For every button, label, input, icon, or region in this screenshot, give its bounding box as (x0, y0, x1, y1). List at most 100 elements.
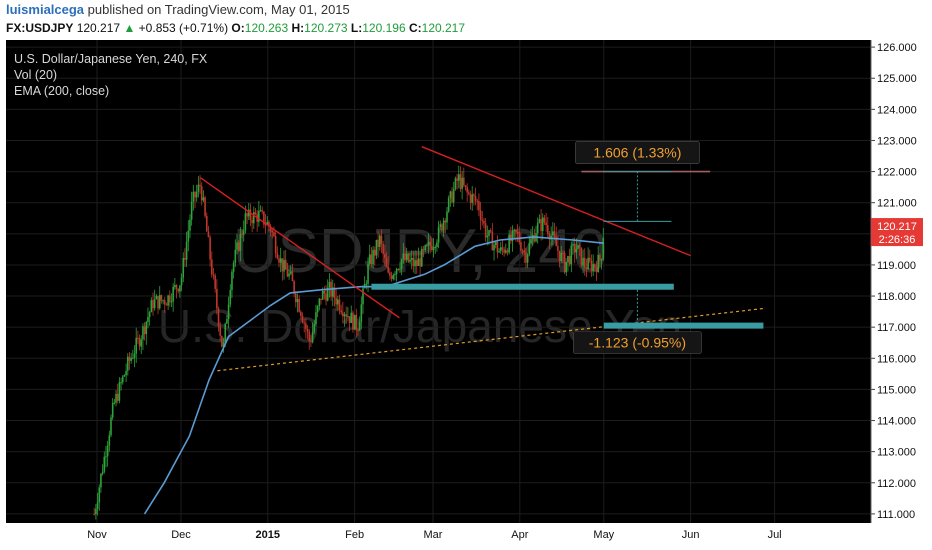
candle-body (305, 323, 307, 329)
candle-body (157, 295, 159, 309)
candle-body (489, 230, 492, 232)
candle-body (415, 260, 418, 266)
candle-body (589, 257, 591, 261)
candle-body (326, 287, 329, 301)
candle-body (547, 225, 549, 234)
candle-body (511, 230, 514, 242)
candle-body (271, 230, 274, 233)
candle-body (217, 308, 220, 327)
candle-body (355, 314, 358, 331)
author-username[interactable]: luismialcega (6, 2, 85, 17)
candle-body (221, 335, 223, 347)
candle-body (394, 274, 396, 276)
candle-body (320, 298, 322, 300)
candle-body (461, 177, 463, 189)
drawing-annotations: 1.606 (1.33%) -1.123 (-0.95%) (200, 141, 764, 372)
price-tag-countdown: 2:26:36 (879, 234, 916, 246)
candle-body (466, 186, 468, 193)
candle-body (170, 301, 173, 303)
candle-body (426, 245, 428, 247)
candle-body (375, 239, 378, 256)
candle-body (454, 178, 457, 189)
candle-body (558, 250, 561, 262)
candle-body (227, 304, 230, 320)
candle-body (263, 211, 265, 225)
candle-body (572, 243, 574, 246)
candle-body (296, 299, 299, 303)
candle-body (494, 242, 497, 245)
legend-volume: Vol (20) (14, 68, 57, 82)
candle-body (232, 262, 235, 272)
candle-body (552, 231, 554, 236)
candle-body (174, 285, 176, 287)
ema-200-line (143, 236, 604, 515)
candle-body (152, 300, 154, 309)
candle-body (402, 253, 405, 260)
candle-body (179, 285, 181, 292)
candle-body (158, 295, 161, 309)
symbol-label[interactable]: FX:USDJPY (6, 21, 74, 35)
candle-body (251, 219, 253, 224)
candle-body (163, 300, 166, 305)
candle-body (125, 370, 127, 376)
candle-body (365, 283, 368, 285)
candle-body (427, 241, 430, 246)
candle-body (101, 471, 104, 474)
candle-body (318, 298, 321, 307)
candle-body (493, 244, 495, 251)
candle-body (555, 237, 557, 247)
candle-body (567, 255, 569, 262)
candle-body (352, 312, 354, 330)
candle-body (103, 456, 106, 472)
candle-body (187, 230, 190, 242)
time-axis[interactable]: Nov Dec 2015 Feb Mar Apr May Jun Jul (87, 529, 781, 541)
candle-body (436, 242, 438, 247)
candle-body (310, 341, 312, 343)
grid (6, 40, 871, 523)
candle-body (400, 259, 403, 269)
candle-body (568, 255, 571, 265)
candle-body (395, 268, 398, 275)
candle-body (93, 513, 95, 515)
candle-body (234, 249, 237, 263)
candle-body (284, 259, 287, 270)
candle-body (387, 266, 389, 273)
candle-body (160, 295, 163, 301)
y-tick-label: 116.000 (877, 353, 916, 365)
plot-area[interactable] (6, 40, 871, 523)
candle-body (594, 264, 596, 268)
candle-body (463, 177, 465, 186)
candle-body (283, 259, 285, 272)
candle-body (118, 382, 121, 401)
y-tick-label: 114.000 (877, 416, 916, 428)
candle-body (105, 456, 107, 458)
candle-body (116, 393, 119, 401)
price-axis[interactable]: 111.000 112.000 113.000 114.000 115.000 116.0… (870, 40, 917, 523)
candle-body (237, 242, 240, 251)
candle-body (308, 331, 311, 342)
candle-body (293, 281, 295, 294)
candle-body (337, 299, 339, 305)
y-tick-label: 112.000 (877, 478, 916, 490)
candle-body (478, 201, 480, 211)
open-value: 120.263 (244, 21, 289, 35)
candle-body (130, 357, 132, 361)
candle-body (442, 220, 445, 231)
y-tick-label: 124.000 (877, 104, 917, 116)
x-tick-label: Dec (171, 529, 191, 541)
candle-body (115, 393, 117, 403)
candle-body (340, 310, 342, 313)
legend-ema: EMA (200, close) (14, 84, 109, 98)
candle-body (325, 293, 327, 301)
candle-body (169, 295, 171, 303)
candle-body (518, 232, 521, 243)
price-chart[interactable]: USDJPY, 240 U.S. Dollar/Japanese Yen 1.6… (0, 40, 932, 550)
candle-body (108, 435, 111, 446)
candle-body (360, 304, 363, 322)
candle-body (437, 226, 440, 243)
candle-body (409, 259, 411, 262)
candle-body (587, 257, 589, 270)
candle-body (148, 312, 151, 318)
candle-body (279, 258, 282, 263)
candle-body (328, 281, 331, 288)
